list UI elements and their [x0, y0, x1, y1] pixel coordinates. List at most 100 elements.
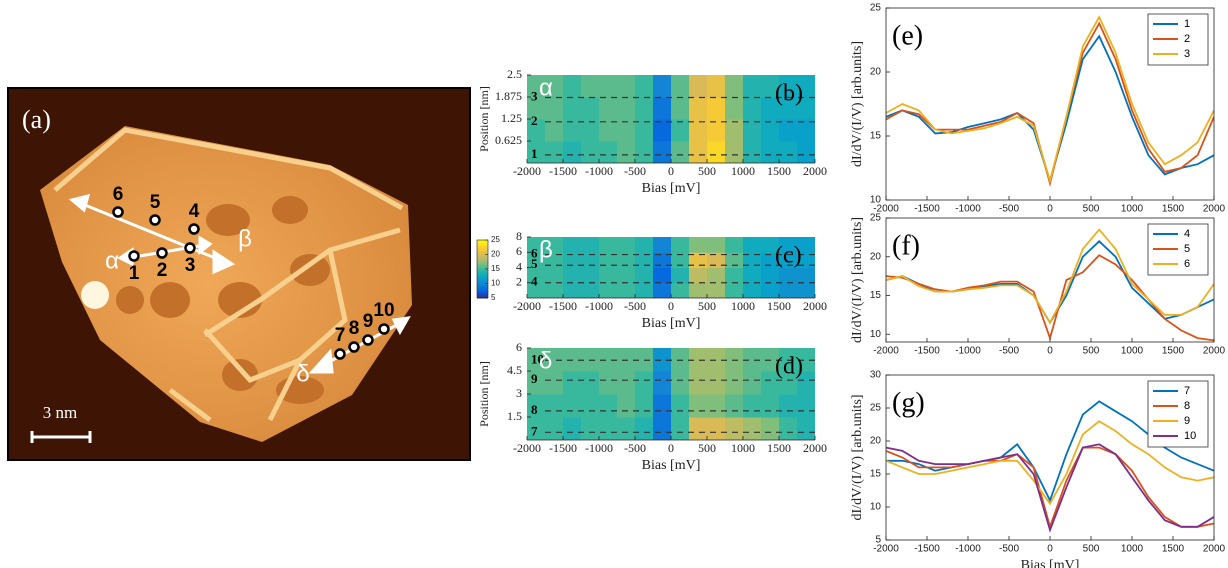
- heat-cell: [653, 417, 672, 441]
- panel-label: (f): [892, 230, 920, 261]
- heat-cell: [563, 283, 582, 299]
- heat-cell: [689, 97, 708, 120]
- x-tick-label: -1500: [914, 346, 940, 357]
- heat-cell: [761, 417, 780, 441]
- heat-cell: [743, 283, 762, 299]
- heat-cell: [599, 417, 618, 441]
- heat-cell: [671, 237, 690, 253]
- x-tick-label: 500: [1083, 204, 1100, 215]
- heat-cell: [599, 97, 618, 120]
- heat-cell: [689, 141, 708, 164]
- y-tick-label: 15: [870, 131, 882, 142]
- marker-label: 6: [531, 246, 538, 261]
- heat-cell: [545, 394, 564, 418]
- plot-area: [527, 75, 816, 164]
- x-tick-label: 0: [1047, 204, 1053, 215]
- x-tick-label: 500: [698, 299, 716, 313]
- x-tick-label: 2000: [1203, 346, 1226, 357]
- heat-cell: [563, 237, 582, 253]
- x-tick-label: -2000: [873, 346, 899, 357]
- y-axis-label: Position [nm]: [477, 86, 491, 152]
- heat-cell: [653, 394, 672, 418]
- x-tick-label: 1000: [1121, 204, 1144, 215]
- x-tick-label: 1500: [1162, 204, 1185, 215]
- heat-cell: [671, 141, 690, 164]
- heat-cell: [725, 237, 744, 253]
- heat-cell: [725, 283, 744, 299]
- point-label: 6: [113, 184, 124, 205]
- point-marker: [380, 325, 389, 334]
- heat-cell: [617, 283, 636, 299]
- heat-cell: [797, 268, 816, 284]
- heat-cell: [743, 371, 762, 395]
- heat-cell: [617, 141, 636, 164]
- heat-cell: [581, 268, 600, 284]
- line-label: β: [539, 236, 553, 263]
- heat-cell: [671, 371, 690, 395]
- x-tick-label: -2000: [513, 441, 541, 455]
- heat-cell: [707, 237, 726, 253]
- x-tick-label: -500: [624, 299, 646, 313]
- panel: (e)123-2000-1500-1000-500050010001500200…: [850, 3, 1225, 215]
- point-label: 3: [185, 255, 196, 276]
- marker-label: 7: [531, 423, 538, 438]
- legend-label: 10: [1184, 430, 1196, 442]
- heat-cell: [797, 417, 816, 441]
- point-marker: [190, 225, 199, 234]
- heat-cell: [779, 268, 798, 284]
- heat-cell: [617, 394, 636, 418]
- heat-cell: [635, 371, 654, 395]
- panel: (f)456-2000-1500-1000-500050010001500200…: [850, 213, 1225, 357]
- x-tick-label: -1500: [549, 441, 577, 455]
- heat-cell: [617, 268, 636, 284]
- heat-cell: [689, 394, 708, 418]
- heat-cell: [635, 394, 654, 418]
- x-tick-label: -1000: [955, 204, 981, 215]
- heat-cell: [707, 268, 726, 284]
- heat-cell: [761, 394, 780, 418]
- heat-cell: [653, 268, 672, 284]
- point-marker: [130, 252, 139, 261]
- y-axis-label: dI/dV/(I/V) [arb.units]: [850, 217, 865, 343]
- x-tick-label: -1000: [955, 544, 981, 555]
- x-tick-label: 1000: [1121, 544, 1144, 555]
- heat-cell: [653, 141, 672, 164]
- heat-cell: [761, 268, 780, 284]
- x-axis-label: Bias [mV]: [642, 316, 701, 331]
- figure: 3 nm (a) 12345678910αβδ123α(b)-2000-1500…: [0, 0, 1228, 568]
- heat-cell: [563, 268, 582, 284]
- y-tick-label: 6: [516, 340, 522, 354]
- heat-cell: [761, 141, 780, 164]
- y-tick-label: 3: [516, 386, 522, 400]
- heat-cell: [725, 371, 744, 395]
- colorbar-tick-label: 10: [491, 279, 500, 288]
- legend: 123: [1148, 14, 1208, 65]
- line-label: δ: [296, 360, 309, 387]
- heat-cell: [725, 97, 744, 120]
- line-label: δ: [539, 347, 552, 374]
- stm-image: 3 nm (a): [8, 88, 470, 460]
- marker-label: 2: [531, 113, 538, 128]
- point-marker: [186, 244, 195, 253]
- panel: 456β(c)-2000-1500-1000-50005001000150020…: [477, 229, 827, 331]
- panel-label: (g): [892, 387, 925, 418]
- y-tick-label: 25: [870, 3, 882, 14]
- heat-cell: [743, 97, 762, 120]
- x-tick-label: -500: [624, 164, 646, 178]
- heat-cell: [671, 283, 690, 299]
- marker-label: 4: [531, 274, 538, 289]
- panel-label: (d): [775, 354, 803, 380]
- y-tick-label: 1.5: [507, 409, 522, 423]
- heat-cell: [599, 283, 618, 299]
- x-tick-label: -1500: [549, 299, 577, 313]
- legend-label: 1: [1184, 18, 1190, 30]
- heat-cell: [563, 394, 582, 418]
- x-tick-label: -1500: [914, 204, 940, 215]
- heat-cell: [563, 75, 582, 98]
- heat-cell: [707, 394, 726, 418]
- point-label: 9: [363, 311, 374, 332]
- x-tick-label: 0: [668, 441, 674, 455]
- heat-cell: [617, 75, 636, 98]
- marker-label: 1: [531, 146, 538, 161]
